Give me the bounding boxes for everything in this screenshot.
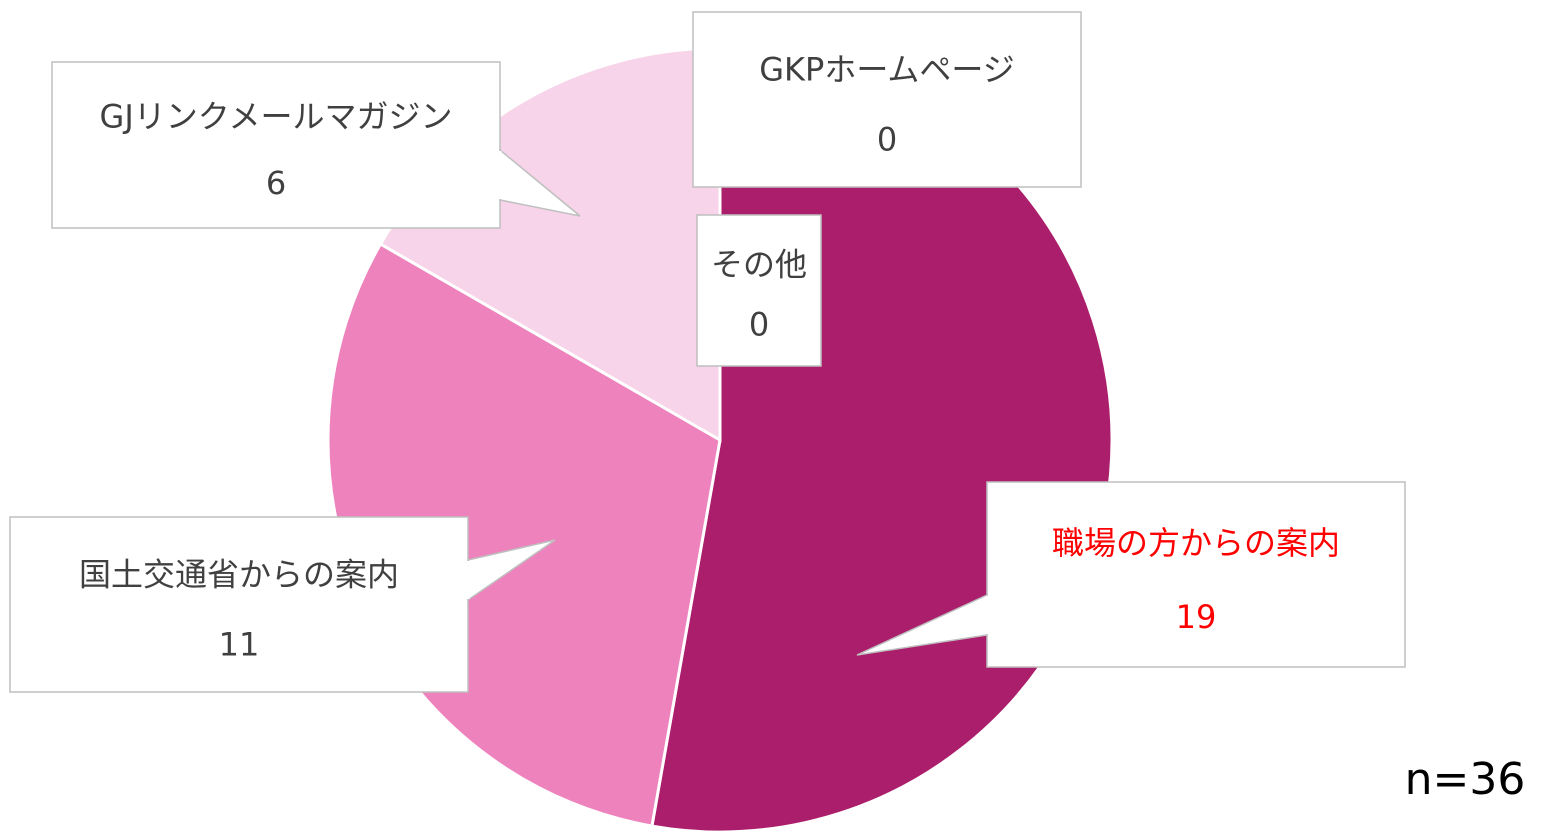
- data-label-value: 19: [1176, 598, 1217, 636]
- data-label-value: 11: [219, 626, 260, 664]
- callout-box: [51, 61, 501, 229]
- annotation: n=36: [1405, 754, 1526, 805]
- data-label-name: GJリンクメールマガジン: [100, 97, 453, 135]
- data-label-value: 0: [749, 306, 769, 344]
- data-label-name: 職場の方からの案内: [1052, 524, 1340, 562]
- callout-box: [692, 11, 1082, 188]
- data-label-value: 6: [266, 164, 286, 202]
- callout-box: [696, 214, 822, 367]
- callout-box: [986, 481, 1406, 668]
- data-label-value: 0: [877, 121, 897, 159]
- callout-box: [9, 516, 469, 693]
- data-label-name: 国土交通省からの案内: [79, 556, 399, 594]
- data-label-name: その他: [711, 245, 807, 283]
- data-label-name: GKPホームページ: [759, 51, 1014, 89]
